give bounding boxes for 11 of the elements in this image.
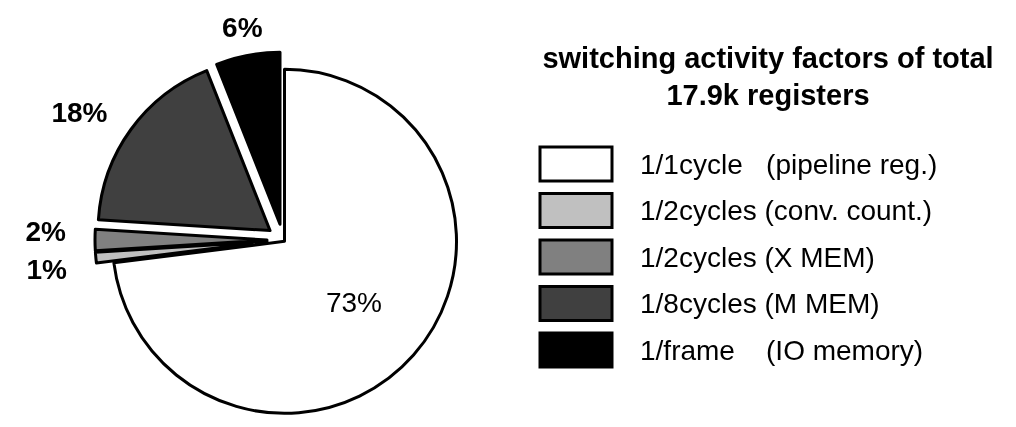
- legend-label: 1/8cycles (M MEM): [640, 288, 880, 320]
- data-label: 73%: [325, 287, 382, 319]
- legend-label: 1/1cycle (pipeline reg.): [640, 148, 938, 180]
- legend-label: 1/2cycles (X MEM): [640, 241, 875, 273]
- data-label: 2%: [25, 216, 67, 248]
- data-label: 6%: [222, 11, 263, 43]
- legend-label: 1/2cycles (conv. count.): [640, 195, 933, 227]
- legend-title: switching activity factors of total 17.9k registers: [542, 42, 994, 111]
- data-label: 18%: [51, 97, 108, 129]
- data-label: 1%: [26, 254, 68, 286]
- legend-label: 1/frame (IO memory): [640, 334, 924, 366]
